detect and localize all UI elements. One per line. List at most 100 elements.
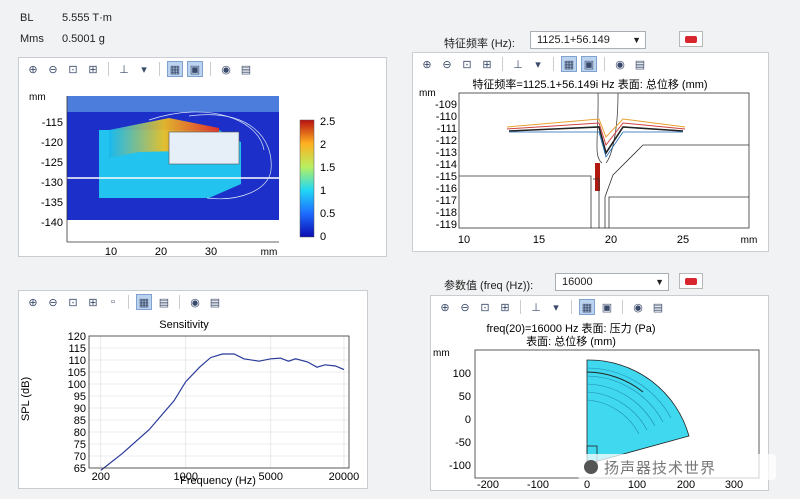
zoom-out-icon[interactable]: ⊖: [442, 58, 452, 71]
print-icon[interactable]: ▤: [209, 296, 221, 309]
axis-view-icon[interactable]: ▣: [187, 61, 203, 77]
y-tick-label: 105: [68, 367, 86, 379]
mode-plot-title: 特征频率=1125.1+56.149i Hz 表面: 总位移 (mm): [472, 77, 707, 91]
field-x-tick: 20: [155, 246, 167, 256]
y-tick-label: 120: [68, 331, 86, 343]
field-x-tick: 10: [105, 246, 117, 256]
sensitivity-series-line: [100, 353, 345, 471]
grid-view-icon[interactable]: ▦: [579, 299, 595, 315]
zoom-box-icon[interactable]: ⊡: [480, 301, 490, 314]
colorbar-tick: 2.5: [320, 116, 335, 128]
colorbar-tick: 1: [320, 185, 326, 197]
mode-x-tick: 25: [677, 234, 689, 246]
axis-view-icon[interactable]: ▣: [601, 301, 613, 314]
axis-view-icon[interactable]: ▣: [581, 56, 597, 72]
mode-plot-area: [458, 92, 750, 229]
zoom-extents-icon[interactable]: ⊞: [500, 301, 510, 314]
pressure-x-tick: -200: [477, 479, 499, 490]
mode-shape-panel: ⊕ ⊖ ⊡ ⊞ ⊥ ▾ ▦ ▣ ◉ ▤ 特征频率=1125.1+56.149i …: [412, 52, 769, 252]
zoom-box-icon[interactable]: ⊡: [462, 58, 472, 71]
zoom-box-icon[interactable]: ⊡: [68, 296, 78, 309]
select-icon[interactable]: ▫: [111, 296, 115, 308]
zoom-in-icon[interactable]: ⊕: [422, 58, 432, 71]
parameter-action-button[interactable]: [679, 273, 703, 289]
x-tick-label: 1000: [174, 471, 198, 483]
camera-icon[interactable]: ◉: [190, 296, 200, 309]
zoom-in-icon[interactable]: ⊕: [440, 301, 450, 314]
pressure-unit-label: mm: [433, 348, 450, 359]
zoom-extents-icon[interactable]: ⊞: [88, 63, 98, 76]
y-tick-label: 100: [68, 379, 86, 391]
chevron-down-icon[interactable]: ▾: [141, 63, 147, 76]
print-icon[interactable]: ▤: [240, 63, 252, 76]
y-tick-label: 110: [68, 355, 86, 367]
mode-y-tick: -111: [437, 123, 457, 135]
wechat-logo-icon: [584, 460, 598, 474]
mode-shape-toolbar: ⊕ ⊖ ⊡ ⊞ ⊥ ▾ ▦ ▣ ◉ ▤: [413, 53, 768, 75]
mode-y-tick: -117: [436, 195, 457, 207]
eigenfrequency-action-button[interactable]: [679, 31, 703, 47]
pressure-x-tick: 0: [584, 479, 590, 490]
zoom-out-icon[interactable]: ⊖: [48, 296, 58, 309]
mode-y-tick: -116: [436, 183, 457, 195]
camera-icon[interactable]: ◉: [221, 63, 231, 76]
zoom-box-icon[interactable]: ⊡: [68, 63, 78, 76]
field-y-tick: -120: [41, 137, 63, 149]
field-y-tick: -130: [41, 177, 63, 189]
field-plot-canvas: mm -115 -120 -125 -130 -135 -140 10 20 3…: [29, 92, 335, 256]
grid-view-icon[interactable]: ▦: [136, 294, 152, 310]
x-tick-label: 200: [92, 471, 110, 483]
print-icon[interactable]: ▤: [634, 58, 646, 71]
mms-value: 0.5001 g: [62, 33, 105, 45]
mode-y-tick: -112: [436, 135, 457, 147]
mode-y-tick: -109: [435, 99, 457, 111]
voice-coil-marker: [595, 163, 600, 191]
field-x-tick: 30: [205, 246, 217, 256]
mode-x-tick: 20: [605, 234, 617, 246]
pressure-y-tick: -100: [449, 460, 471, 472]
eigenfrequency-value: 1125.1+56.149: [537, 34, 610, 46]
eigenfrequency-label: 特征频率 (Hz):: [444, 38, 515, 50]
mms-label: Mms: [20, 33, 44, 45]
mode-x-unit: mm: [741, 235, 758, 246]
x-tick-label: 20000: [329, 471, 360, 483]
chevron-down-icon[interactable]: ▾: [553, 301, 559, 314]
grid-view-icon[interactable]: ▦: [561, 56, 577, 72]
pressure-x-tick: 200: [677, 479, 695, 490]
bl-label: BL: [20, 12, 34, 24]
mode-y-tick: -115: [436, 171, 457, 183]
y-tick-label: 90: [74, 403, 86, 415]
zoom-extents-icon[interactable]: ⊞: [482, 58, 492, 71]
camera-icon[interactable]: ◉: [633, 301, 643, 314]
zoom-in-icon[interactable]: ⊕: [28, 63, 38, 76]
zoom-out-icon[interactable]: ⊖: [48, 63, 58, 76]
print-icon[interactable]: ▤: [652, 301, 664, 314]
pressure-y-tick: 0: [465, 414, 471, 426]
axis-orientation-icon[interactable]: ⊥: [513, 58, 523, 71]
y-tick-label: 70: [74, 451, 86, 463]
field-x-unit: mm: [261, 247, 278, 256]
colorbar-tick: 0.5: [320, 208, 335, 220]
zoom-out-icon[interactable]: ⊖: [460, 301, 470, 314]
chevron-down-icon[interactable]: ▾: [535, 58, 541, 71]
bl-value: 5.555 T·m: [62, 12, 112, 24]
red-marker-icon: [685, 35, 697, 43]
sensitivity-chart: Sensitivity 1201151101051009590858075706…: [20, 319, 360, 487]
parameter-label: 参数值 (freq (Hz)):: [444, 280, 534, 292]
pressure-field-sector: [586, 359, 690, 465]
axis-orientation-icon[interactable]: ⊥: [531, 301, 541, 314]
pressure-title-line1: freq(20)=16000 Hz 表面: 压力 (Pa): [486, 321, 655, 335]
field-y-tick: -140: [41, 217, 63, 229]
field-plot-panel: ⊕ ⊖ ⊡ ⊞ ⊥ ▾ ▦ ▣ ◉ ▤: [18, 57, 387, 257]
table-view-icon[interactable]: ▤: [158, 296, 170, 309]
eigenfrequency-dropdown[interactable]: 1125.1+56.149 ▼: [530, 31, 646, 49]
grid-view-icon[interactable]: ▦: [167, 61, 183, 77]
axis-orientation-icon[interactable]: ⊥: [119, 63, 129, 76]
zoom-extents-icon[interactable]: ⊞: [88, 296, 98, 309]
x-axis-label: Frequency (Hz): [180, 475, 256, 487]
parameter-value: 16000: [562, 276, 593, 288]
parameter-dropdown[interactable]: 16000 ▼: [555, 273, 669, 291]
camera-icon[interactable]: ◉: [615, 58, 625, 71]
zoom-in-icon[interactable]: ⊕: [28, 296, 38, 309]
y-tick-label: 80: [74, 427, 86, 439]
